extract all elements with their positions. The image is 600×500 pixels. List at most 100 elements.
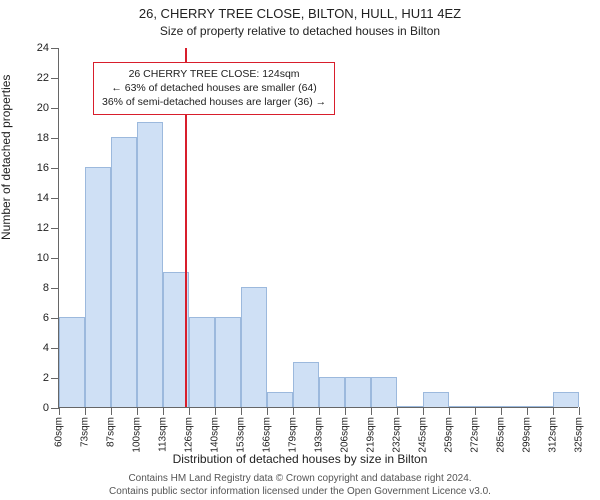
histogram-bar (293, 362, 319, 407)
y-tick (51, 198, 59, 199)
x-tick-label: 113sqm (158, 417, 169, 452)
annotation-line: ← 63% of detached houses are smaller (64… (102, 81, 326, 95)
y-tick-label: 2 (43, 372, 49, 384)
x-tick-label: 60sqm (54, 417, 65, 447)
x-tick-label: 140sqm (210, 417, 221, 453)
histogram-bar (215, 317, 241, 407)
x-tick (345, 407, 346, 415)
y-tick-label: 0 (43, 402, 49, 414)
histogram-bar (59, 317, 85, 407)
x-tick-label: 325sqm (574, 417, 585, 453)
x-tick-label: 299sqm (522, 417, 533, 453)
x-tick (527, 407, 528, 415)
y-tick-label: 20 (37, 102, 49, 114)
x-tick (371, 407, 372, 415)
x-tick-label: 272sqm (470, 417, 481, 453)
y-axis-label: Number of detached properties (0, 75, 13, 240)
histogram-bar (475, 406, 501, 407)
x-tick (59, 407, 60, 415)
x-tick-label: 153sqm (236, 417, 247, 453)
y-tick-label: 6 (43, 312, 49, 324)
x-tick (189, 407, 190, 415)
x-tick-label: 179sqm (288, 417, 299, 453)
chart-title: 26, CHERRY TREE CLOSE, BILTON, HULL, HU1… (0, 6, 600, 21)
footer-line: Contains public sector information licen… (0, 486, 600, 499)
y-tick-label: 24 (37, 42, 49, 54)
histogram-bar (371, 377, 397, 407)
x-tick (553, 407, 554, 415)
x-tick-label: 87sqm (106, 417, 117, 447)
x-tick-label: 126sqm (184, 417, 195, 453)
y-tick (51, 108, 59, 109)
histogram-bar (319, 377, 345, 407)
histogram-bar (85, 167, 111, 407)
x-tick-label: 73sqm (80, 417, 91, 447)
x-tick-label: 312sqm (548, 417, 559, 453)
histogram-bar (449, 406, 475, 407)
footer-line: Contains HM Land Registry data © Crown c… (0, 473, 600, 486)
y-tick-label: 10 (37, 252, 49, 264)
y-tick-label: 16 (37, 162, 49, 174)
histogram-bar (137, 122, 163, 407)
x-tick (293, 407, 294, 415)
histogram-bar (345, 377, 371, 407)
y-tick (51, 318, 59, 319)
y-tick (51, 348, 59, 349)
y-tick-label: 8 (43, 282, 49, 294)
y-tick (51, 78, 59, 79)
annotation-box: 26 CHERRY TREE CLOSE: 124sqm ← 63% of de… (93, 62, 335, 115)
y-tick (51, 378, 59, 379)
x-tick-label: 219sqm (366, 417, 377, 453)
annotation-line: 36% of semi-detached houses are larger (… (102, 95, 326, 109)
chart-subtitle: Size of property relative to detached ho… (0, 24, 600, 38)
footer-attribution: Contains HM Land Registry data © Crown c… (0, 473, 600, 498)
x-tick (215, 407, 216, 415)
histogram-bar (423, 392, 449, 407)
y-tick-label: 12 (37, 222, 49, 234)
x-axis-label: Distribution of detached houses by size … (0, 452, 600, 466)
x-tick (475, 407, 476, 415)
x-tick (137, 407, 138, 415)
y-tick (51, 48, 59, 49)
x-tick (449, 407, 450, 415)
y-tick (51, 408, 59, 409)
histogram-bar (553, 392, 579, 407)
histogram-bar (111, 137, 137, 407)
y-tick (51, 138, 59, 139)
x-tick-label: 100sqm (132, 417, 143, 453)
histogram-bar (267, 392, 293, 407)
y-tick (51, 168, 59, 169)
x-tick (111, 407, 112, 415)
x-tick (579, 407, 580, 415)
y-tick-label: 4 (43, 342, 49, 354)
x-tick (397, 407, 398, 415)
property-size-histogram: 26, CHERRY TREE CLOSE, BILTON, HULL, HU1… (0, 0, 600, 500)
x-tick-label: 285sqm (496, 417, 507, 453)
x-tick (501, 407, 502, 415)
y-tick-label: 14 (37, 192, 49, 204)
x-tick-label: 193sqm (314, 417, 325, 453)
x-tick-label: 259sqm (444, 417, 455, 453)
x-tick-label: 166sqm (262, 417, 273, 453)
x-tick (85, 407, 86, 415)
histogram-bar (241, 287, 267, 407)
x-tick-label: 206sqm (340, 417, 351, 453)
histogram-bar (397, 406, 423, 407)
histogram-bar (501, 406, 527, 407)
histogram-bar (527, 406, 553, 407)
annotation-line: 26 CHERRY TREE CLOSE: 124sqm (102, 67, 326, 81)
histogram-bar (189, 317, 215, 407)
y-tick-label: 22 (37, 72, 49, 84)
x-tick (163, 407, 164, 415)
x-tick (319, 407, 320, 415)
y-tick (51, 288, 59, 289)
y-tick (51, 228, 59, 229)
x-tick-label: 245sqm (418, 417, 429, 453)
y-tick (51, 258, 59, 259)
x-tick-label: 232sqm (392, 417, 403, 453)
x-tick (423, 407, 424, 415)
x-tick (241, 407, 242, 415)
y-tick-label: 18 (37, 132, 49, 144)
plot-area: 024681012141618202224 60sqm73sqm87sqm100… (58, 48, 578, 408)
x-tick (267, 407, 268, 415)
